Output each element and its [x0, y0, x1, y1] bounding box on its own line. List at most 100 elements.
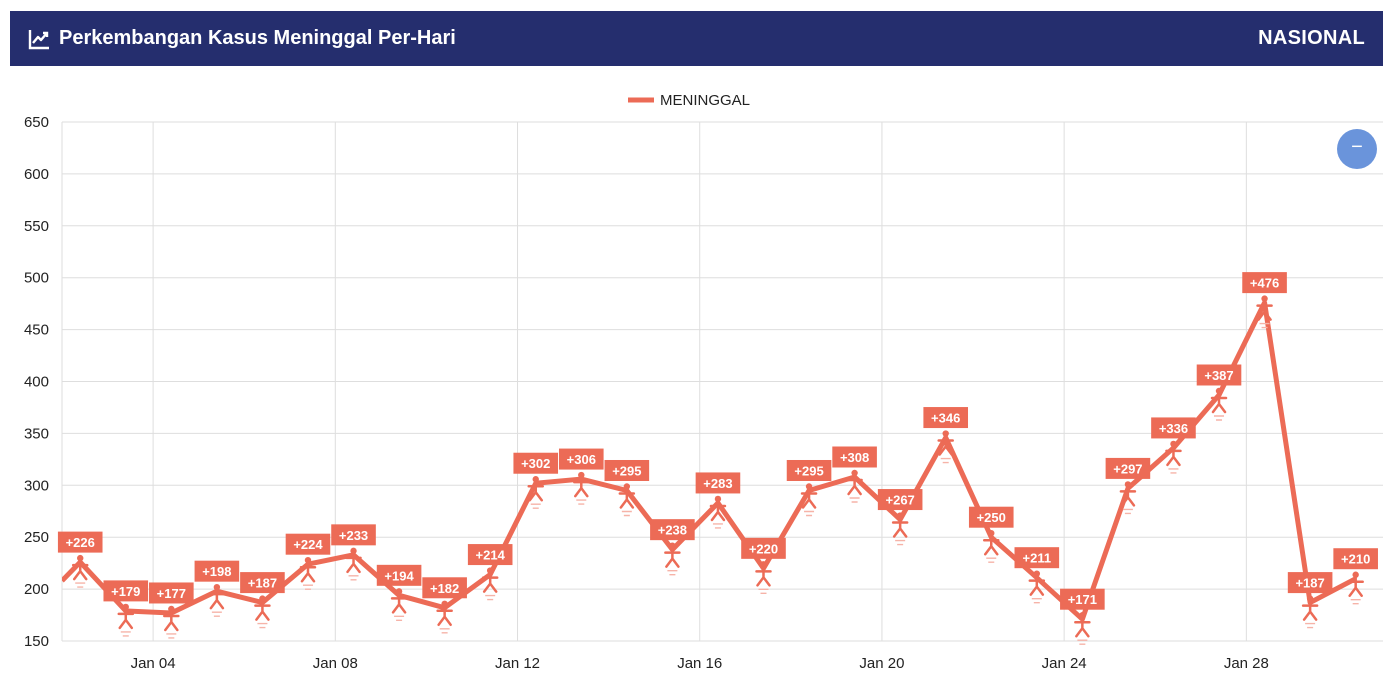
data-label-text: +177 — [157, 586, 186, 601]
data-label-box — [376, 564, 422, 586]
data-label-text: +295 — [794, 463, 823, 478]
data-label: +187 — [1287, 572, 1333, 594]
data-label-box — [877, 489, 923, 511]
data-label-box — [650, 519, 695, 541]
data-label-text: +210 — [1341, 552, 1370, 567]
x-tick-label: Jan 20 — [859, 655, 904, 672]
data-label-box — [1333, 548, 1378, 570]
x-tick-label: Jan 24 — [1042, 655, 1087, 672]
data-label: +182 — [422, 577, 467, 599]
data-label-box — [194, 560, 240, 582]
data-label-text: +267 — [886, 493, 915, 508]
data-label: +387 — [1196, 364, 1242, 386]
data-label: +336 — [1151, 417, 1196, 439]
x-tick-label: Jan 28 — [1224, 655, 1269, 672]
data-label: +210 — [1333, 548, 1378, 570]
person-icon — [664, 542, 681, 576]
x-tick-label: Jan 04 — [131, 655, 176, 672]
data-label-box — [331, 524, 376, 546]
data-label-box — [513, 452, 559, 474]
data-label: +179 — [103, 580, 149, 602]
data-label-box — [149, 582, 194, 604]
person-icon — [1074, 612, 1091, 645]
data-label-text: +302 — [521, 456, 550, 471]
data-label-box — [103, 580, 149, 602]
person-icon — [527, 476, 544, 509]
data-label: +194 — [376, 564, 422, 586]
data-label: +283 — [695, 472, 741, 494]
data-label-text: +179 — [111, 584, 140, 599]
data-label-text: +308 — [840, 450, 869, 465]
y-tick-label: 400 — [24, 374, 49, 391]
y-tick-label: 150 — [24, 633, 49, 650]
person-icon — [573, 471, 590, 505]
data-label-text: +346 — [931, 411, 960, 426]
data-label-text: +194 — [384, 568, 414, 583]
data-label-box — [57, 531, 103, 553]
data-label-box — [1242, 272, 1287, 294]
data-label: +224 — [285, 533, 331, 555]
data-label-box — [422, 577, 467, 599]
data-label: +198 — [194, 560, 240, 582]
person-icon — [481, 567, 499, 601]
data-label-box — [604, 459, 650, 481]
y-tick-label: 500 — [24, 270, 49, 287]
data-label: +476 — [1242, 272, 1287, 294]
data-label: +306 — [558, 448, 604, 470]
person-icon — [208, 583, 226, 617]
scope-label: NASIONAL — [1258, 27, 1365, 49]
data-label-box — [695, 472, 741, 494]
data-label-text: +220 — [749, 541, 778, 556]
person-icon — [345, 547, 362, 581]
person-icon — [117, 603, 135, 637]
y-tick-label: 450 — [24, 322, 49, 339]
data-label-text: +233 — [339, 528, 368, 543]
data-label-box — [923, 407, 969, 429]
person-icon — [983, 530, 1000, 563]
data-label-text: +283 — [703, 476, 732, 491]
x-tick-label: Jan 08 — [313, 655, 358, 672]
data-label-box — [1287, 572, 1333, 594]
data-label-text: +336 — [1159, 421, 1188, 436]
line-chart-icon — [28, 30, 49, 50]
data-label: +220 — [741, 537, 786, 559]
person-icon — [1256, 295, 1273, 329]
y-tick-label: 250 — [24, 529, 49, 546]
data-label-box — [1060, 588, 1105, 610]
person-icon — [1028, 570, 1046, 604]
person-icon — [1165, 440, 1182, 474]
series-line — [62, 300, 1357, 622]
data-label-text: +297 — [1113, 461, 1142, 476]
data-label-text: +182 — [430, 581, 459, 596]
data-label-text: +198 — [202, 564, 231, 579]
data-label-text: +226 — [66, 535, 95, 550]
person-icon — [436, 600, 453, 634]
person-icon — [891, 512, 909, 546]
x-tick-label: Jan 12 — [495, 655, 540, 672]
data-label: +233 — [331, 524, 376, 546]
data-label-box — [1105, 457, 1151, 479]
data-label-text: +224 — [293, 537, 323, 552]
data-label: +346 — [923, 407, 969, 429]
data-label-box — [285, 533, 331, 555]
data-label: +214 — [467, 544, 513, 566]
data-label-text: +187 — [1295, 576, 1324, 591]
data-label: +267 — [877, 489, 923, 511]
person-icon — [299, 556, 317, 590]
legend: MENINGGAL — [628, 92, 750, 109]
data-label: +250 — [968, 506, 1014, 528]
data-label-text: +476 — [1250, 276, 1279, 291]
person-icon — [71, 554, 89, 588]
person-icon — [1347, 571, 1364, 605]
data-label: +295 — [604, 459, 650, 481]
data-label: +295 — [786, 459, 832, 481]
data-label-box — [1014, 547, 1060, 569]
data-label: +238 — [650, 519, 695, 541]
data-label-box — [968, 506, 1014, 528]
person-icon — [1119, 481, 1137, 515]
data-label-box — [786, 459, 832, 481]
data-label: +211 — [1014, 547, 1060, 569]
zoom-out-button[interactable]: − — [1337, 129, 1377, 169]
person-icon — [937, 430, 954, 464]
data-label-box — [1151, 417, 1196, 439]
